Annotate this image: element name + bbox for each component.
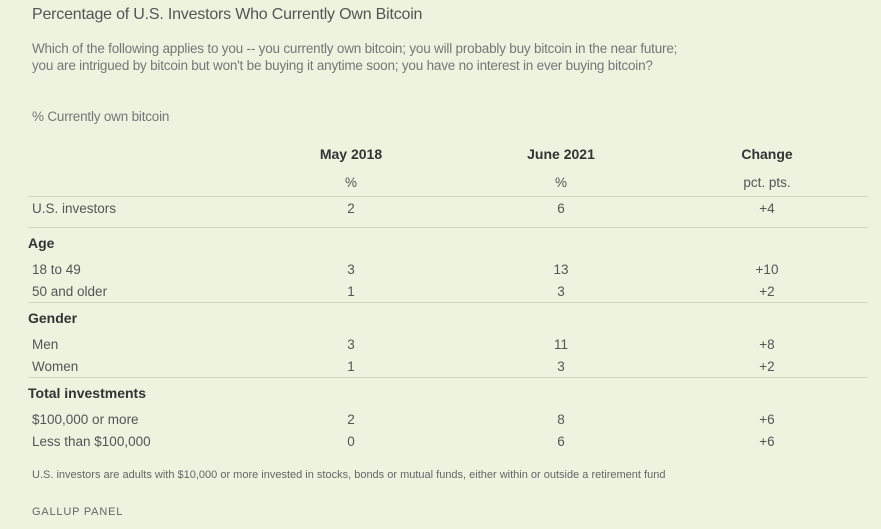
table-row: U.S. investors 2 6 +4 bbox=[28, 196, 868, 219]
column-header: May 2018 bbox=[319, 146, 383, 162]
unit-label: % bbox=[554, 174, 567, 190]
table-cell: 6 bbox=[557, 433, 565, 449]
table-cell: +2 bbox=[759, 358, 775, 374]
section-row: Total investments bbox=[28, 377, 868, 408]
row-label: Less than $100,000 bbox=[32, 433, 151, 449]
table-cell: +8 bbox=[759, 336, 775, 352]
unit-label: pct. pts. bbox=[743, 174, 791, 190]
table-cell: 3 bbox=[557, 358, 565, 374]
table-cell: +4 bbox=[666, 196, 868, 219]
section-label: Gender bbox=[28, 302, 868, 333]
row-label: U.S. investors bbox=[28, 196, 246, 219]
row-label: Men bbox=[32, 336, 59, 352]
units-blank bbox=[28, 168, 246, 197]
row-spacer-cell bbox=[28, 219, 868, 228]
table-cell: 0 bbox=[347, 433, 355, 449]
chart-title: Percentage of U.S. Investors Who Current… bbox=[32, 6, 423, 23]
table-body: U.S. investors 2 6 +4 Age 18 to 49 3 13 +10 50 an… bbox=[28, 196, 868, 453]
section-row: Gender bbox=[28, 302, 868, 333]
column-header-row: May 2018 June 2021 Change bbox=[28, 140, 868, 168]
section-label: Total investments bbox=[28, 377, 868, 408]
table-row: $100,000 or more 2 8 +6 bbox=[28, 408, 868, 430]
table-cell: 6 bbox=[456, 196, 666, 219]
survey-question: Which of the following applies to you --… bbox=[32, 41, 678, 73]
table-row: 50 and older 1 3 +2 bbox=[28, 280, 868, 303]
table-row: 18 to 49 3 13 +10 bbox=[28, 258, 868, 280]
data-table: May 2018 June 2021 Change % % pct. pts. … bbox=[28, 140, 868, 452]
row-label: 50 and older bbox=[32, 283, 108, 299]
table-cell: +6 bbox=[759, 433, 775, 449]
table-cell: 1 bbox=[347, 283, 355, 299]
table-row: Women 1 3 +2 bbox=[28, 355, 868, 378]
row-label: $100,000 or more bbox=[32, 411, 139, 427]
unit-label: % bbox=[344, 174, 357, 190]
table-row: Less than $100,000 0 6 +6 bbox=[28, 430, 868, 452]
footnote: U.S. investors are adults with $10,000 o… bbox=[32, 469, 666, 481]
column-header-blank bbox=[28, 140, 246, 168]
table-cell: 1 bbox=[347, 358, 355, 374]
table-cell: +6 bbox=[759, 411, 775, 427]
section-row: Age bbox=[28, 227, 868, 258]
row-spacer bbox=[28, 219, 868, 228]
row-label: Women bbox=[32, 358, 79, 374]
column-header: Change bbox=[741, 146, 793, 162]
table-cell: 13 bbox=[553, 261, 569, 277]
table-cell: 8 bbox=[557, 411, 565, 427]
chart-subtitle: % Currently own bitcoin bbox=[32, 109, 170, 124]
column-header: June 2021 bbox=[527, 146, 595, 162]
table-cell: +2 bbox=[759, 283, 775, 299]
table-cell: 2 bbox=[246, 196, 456, 219]
units-row: % % pct. pts. bbox=[28, 168, 868, 197]
table-cell: 3 bbox=[347, 261, 355, 277]
table-cell: 3 bbox=[347, 336, 355, 352]
section-label: Age bbox=[28, 227, 868, 258]
table-cell: 2 bbox=[347, 411, 355, 427]
table-cell: 11 bbox=[553, 336, 568, 352]
row-label: 18 to 49 bbox=[32, 261, 81, 277]
table-cell: +10 bbox=[755, 261, 779, 277]
table-cell: 3 bbox=[557, 283, 565, 299]
table-row: Men 3 11 +8 bbox=[28, 333, 868, 355]
source-label: GALLUP PANEL bbox=[32, 506, 124, 518]
